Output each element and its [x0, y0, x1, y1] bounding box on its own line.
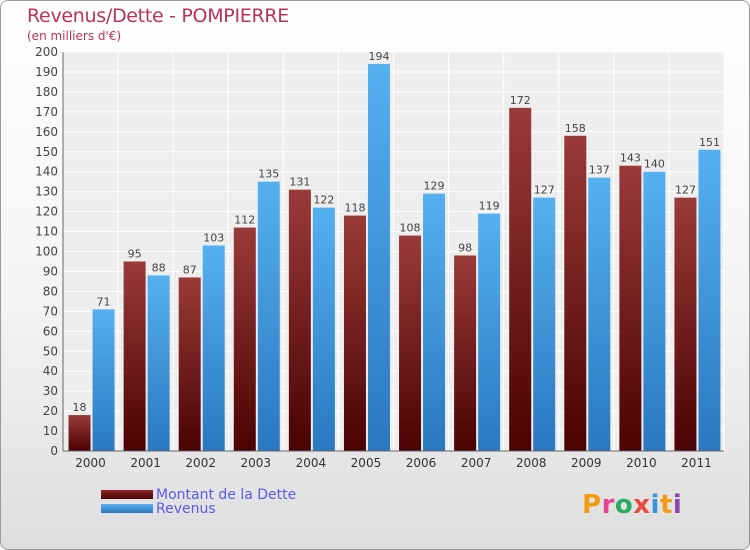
- x-tick-label: 2002: [185, 456, 216, 470]
- value-label-revenus: 119: [479, 200, 500, 213]
- value-label-debt: 143: [620, 152, 641, 165]
- legend-swatch-revenus: [101, 504, 153, 513]
- legend-label-debt: Montant de la Dette: [156, 487, 297, 503]
- proxiti-logo: Proxiti: [582, 490, 682, 520]
- y-tick-label: 120: [35, 205, 58, 219]
- value-label-revenus: 194: [368, 50, 389, 63]
- chart-subtitle: (en milliers d'€): [27, 29, 122, 43]
- bar-debt: [564, 135, 587, 452]
- bar-debt: [68, 415, 91, 451]
- bar-revenus: [312, 207, 335, 451]
- x-tick-label: 2000: [75, 456, 106, 470]
- value-label-debt: 131: [289, 176, 310, 189]
- x-tick-label: 2008: [516, 456, 547, 470]
- bar-debt: [233, 227, 256, 451]
- value-label-debt: 18: [73, 401, 87, 414]
- y-tick-label: 60: [43, 324, 58, 338]
- logo-letter: t: [659, 490, 673, 520]
- logo-letter: P: [582, 490, 602, 520]
- value-label-debt: 172: [510, 94, 531, 107]
- bar-revenus: [533, 197, 556, 451]
- bar-debt: [343, 215, 366, 451]
- value-label-debt: 87: [183, 263, 197, 276]
- value-label-revenus: 103: [203, 232, 224, 245]
- bar-revenus: [423, 193, 446, 451]
- y-tick-label: 40: [43, 364, 58, 378]
- bar-revenus: [92, 309, 115, 451]
- y-tick-label: 200: [35, 45, 58, 59]
- x-tick-label: 2007: [461, 456, 492, 470]
- bar-revenus: [698, 149, 721, 451]
- value-label-debt: 118: [344, 202, 365, 215]
- y-tick-label: 110: [35, 225, 58, 239]
- chart-title: Revenus/Dette - POMPIERRE: [27, 5, 289, 27]
- bar-debt: [288, 189, 311, 451]
- bar-debt: [399, 235, 422, 451]
- value-label-debt: 98: [458, 241, 472, 254]
- y-tick-label: 170: [35, 105, 58, 119]
- x-tick-label: 2004: [296, 456, 327, 470]
- value-label-debt: 95: [128, 247, 142, 260]
- value-label-revenus: 151: [699, 136, 720, 149]
- value-label-revenus: 140: [644, 158, 665, 171]
- y-tick-label: 30: [43, 384, 58, 398]
- x-tick-label: 2006: [406, 456, 437, 470]
- y-tick-label: 20: [43, 404, 58, 418]
- logo-letter: i: [672, 490, 683, 520]
- bar-debt: [454, 255, 477, 451]
- y-tick-label: 140: [35, 165, 58, 179]
- bar-debt: [509, 107, 532, 452]
- value-label-revenus: 127: [534, 184, 555, 197]
- value-label-debt: 158: [565, 122, 586, 135]
- x-tick-label: 2010: [626, 456, 657, 470]
- logo-letter: o: [614, 490, 634, 520]
- bar-revenus: [147, 275, 170, 451]
- bar-debt: [619, 165, 642, 451]
- bar-debt: [178, 277, 201, 451]
- bar-debt: [674, 197, 697, 451]
- legend-swatch-debt: [101, 490, 153, 499]
- y-tick-label: 190: [35, 65, 58, 79]
- bar-revenus: [588, 177, 611, 451]
- y-tick-label: 160: [35, 125, 58, 139]
- bar-revenus: [478, 213, 501, 451]
- y-tick-label: 50: [43, 344, 58, 358]
- value-label-revenus: 71: [97, 295, 111, 308]
- x-tick-label: 2011: [681, 456, 712, 470]
- y-tick-label: 0: [50, 444, 58, 458]
- value-label-debt: 108: [400, 222, 421, 235]
- value-label-debt: 127: [675, 184, 696, 197]
- value-label-revenus: 88: [152, 261, 166, 274]
- value-label-revenus: 129: [424, 180, 445, 193]
- bar-revenus: [367, 63, 390, 451]
- y-tick-label: 10: [43, 424, 58, 438]
- y-tick-label: 90: [43, 264, 58, 278]
- x-tick-label: 2009: [571, 456, 602, 470]
- logo-letter: i: [650, 490, 660, 520]
- value-label-debt: 112: [234, 214, 255, 227]
- logo-letter: r: [601, 490, 615, 520]
- y-tick-label: 180: [35, 85, 58, 99]
- y-tick-label: 130: [35, 185, 58, 199]
- logo-letter: x: [633, 490, 651, 520]
- y-tick-label: 100: [35, 245, 58, 259]
- value-label-revenus: 135: [258, 168, 279, 181]
- y-tick-label: 80: [43, 284, 58, 298]
- x-tick-label: 2005: [351, 456, 382, 470]
- y-tick-label: 150: [35, 145, 58, 159]
- value-label-revenus: 137: [589, 164, 610, 177]
- x-tick-label: 2003: [241, 456, 272, 470]
- x-tick-label: 2001: [130, 456, 161, 470]
- bar-revenus: [257, 181, 280, 452]
- legend-label-revenus: Revenus: [156, 501, 216, 517]
- bar-debt: [123, 261, 146, 451]
- y-tick-label: 70: [43, 304, 58, 318]
- bar-revenus: [643, 171, 666, 451]
- value-label-revenus: 122: [313, 194, 334, 207]
- bar-revenus: [202, 245, 225, 451]
